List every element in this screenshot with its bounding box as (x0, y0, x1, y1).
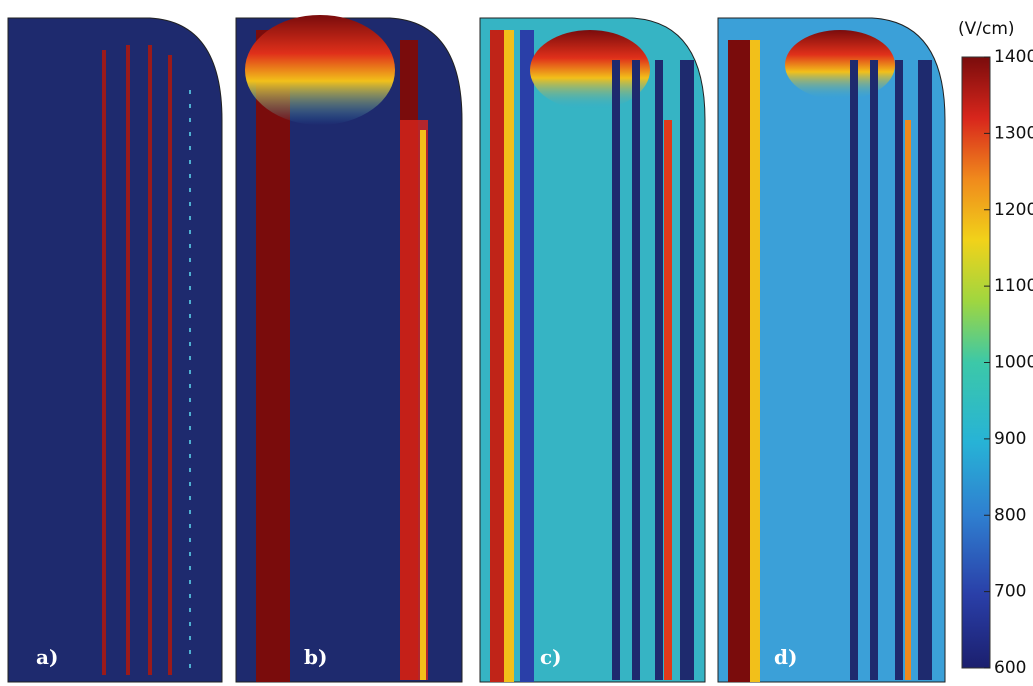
colorbar-tick-label: 600 (994, 658, 1026, 678)
colorbar-tick-label: 1400 (994, 47, 1033, 67)
colorbar-tick-label: 1200 (994, 200, 1033, 220)
panel-label: b) (304, 645, 327, 669)
colorbar-tick-label: 800 (994, 505, 1026, 525)
panel-a: a) (7, 17, 223, 683)
colorbar-tick-label: 1000 (994, 353, 1033, 373)
panel-c: c) (479, 17, 706, 683)
panel-b: b) (235, 15, 463, 683)
panel-d: d) (717, 17, 946, 683)
colorbar-unit: (V/cm) (958, 19, 1015, 39)
colorbar-tick-label: 1100 (994, 276, 1033, 296)
colorbar-tick-label: 700 (994, 582, 1026, 602)
panel-label: a) (36, 645, 58, 669)
colorbar-tick-label: 900 (994, 429, 1026, 449)
panel-label: c) (540, 645, 562, 669)
colorbar-tick-label: 1300 (994, 123, 1033, 143)
panel-label: d) (774, 645, 797, 669)
